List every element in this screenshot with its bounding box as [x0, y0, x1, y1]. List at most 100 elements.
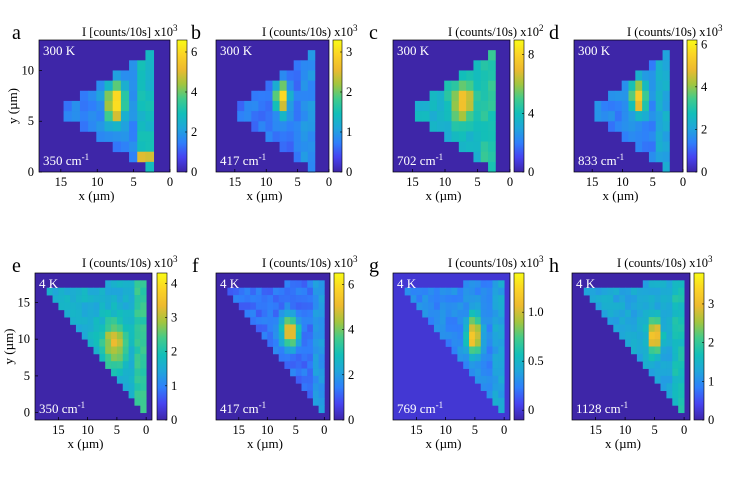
y-tick-label: 15 — [18, 295, 31, 309]
heatmap-cell — [404, 287, 411, 296]
heatmap-cell — [99, 287, 106, 296]
heatmap-cell — [312, 295, 319, 303]
heatmap-cell — [608, 90, 616, 102]
y-axis-label: y (µm) — [5, 88, 20, 124]
heatmap-cell — [140, 397, 147, 406]
heatmap-cell — [286, 141, 295, 153]
heatmap-cell — [480, 383, 487, 391]
heatmap-cell — [678, 405, 685, 414]
colorbar-tick-label: 2 — [348, 368, 354, 382]
heatmap-cell — [250, 287, 257, 296]
heatmap-cell — [654, 353, 661, 362]
heatmap-cell — [129, 141, 138, 153]
heatmap-cell — [290, 339, 297, 347]
heatmap-cell — [660, 324, 667, 333]
heatmap-cell — [613, 309, 620, 318]
heatmap-cell — [307, 111, 316, 122]
wavenumber-label: 769 cm-1 — [397, 400, 443, 416]
heatmap-cell — [64, 287, 71, 296]
heatmap-cell — [642, 100, 650, 112]
colorbar-title: I (counts/10s) x103 — [448, 254, 544, 270]
heatmap-cell — [120, 131, 130, 142]
heatmap-cell — [116, 317, 124, 325]
heatmap-cell — [96, 121, 105, 132]
heatmap-cell — [116, 353, 124, 362]
heatmap-cell — [96, 80, 105, 92]
heatmap-cell — [312, 353, 319, 362]
heatmap-cell — [433, 295, 441, 303]
heatmap-cell — [99, 346, 106, 355]
x-tick-label: 5 — [293, 423, 299, 437]
heatmap-cell — [70, 317, 77, 325]
heatmap-cell — [429, 100, 438, 112]
heatmap-cell — [111, 295, 118, 303]
heatmap-cell — [662, 111, 670, 122]
heatmap-cell — [469, 339, 476, 347]
x-axis-label: x (µm) — [78, 188, 114, 203]
heatmap-cell — [601, 309, 608, 318]
heatmap-cell — [492, 339, 499, 347]
heatmap-cell — [250, 302, 257, 311]
heatmap-cell — [486, 317, 493, 325]
colorbar-tick-label: 2 — [191, 125, 197, 139]
heatmap-cell — [140, 353, 147, 362]
heatmap-cell — [672, 383, 679, 391]
heatmap-cell — [128, 361, 135, 369]
heatmap-cell — [655, 80, 663, 92]
heatmap-cell — [286, 111, 295, 122]
x-tick-label: 5 — [114, 423, 120, 437]
heatmap-cell — [619, 309, 626, 318]
heatmap-cell — [608, 100, 616, 112]
heatmap-cell — [498, 287, 505, 296]
x-tick-label: 10 — [439, 175, 452, 189]
heatmap-cell — [286, 90, 295, 102]
heatmap-cell — [286, 70, 295, 82]
heatmap-cell — [255, 309, 262, 318]
heatmap-cell — [227, 287, 234, 296]
heatmap-cell — [301, 361, 308, 369]
heatmap-cell — [318, 287, 325, 296]
heatmap-cell — [463, 361, 470, 369]
heatmap-cell — [87, 339, 94, 347]
heatmap-cell — [128, 280, 135, 289]
heatmap-cell — [301, 375, 308, 384]
heatmap-cell — [104, 111, 114, 122]
heatmap-cell — [672, 353, 679, 362]
heatmap-cell — [284, 309, 291, 318]
heatmap-cell — [134, 331, 141, 340]
heatmap-cell — [295, 353, 302, 362]
heatmap-cell — [134, 368, 141, 377]
heatmap-cell — [286, 121, 295, 132]
heatmap-cell — [290, 295, 297, 303]
heatmap-cell — [273, 302, 280, 311]
colorbar-tick-label: 8 — [528, 48, 534, 62]
heatmap-cell — [301, 302, 308, 311]
heatmap-cell — [474, 324, 482, 333]
heatmap-cell — [312, 331, 319, 340]
heatmap-cell — [473, 141, 482, 153]
heatmap-cell — [480, 280, 487, 289]
heatmap-cell — [473, 131, 482, 142]
heatmap-cell — [498, 331, 505, 340]
heatmap-cell — [488, 131, 496, 142]
heatmap-cell — [284, 331, 291, 340]
heatmap-cell — [244, 295, 251, 303]
heatmap-cell — [463, 280, 470, 289]
heatmap-cell — [70, 309, 77, 318]
heatmap-cell — [258, 121, 266, 132]
heatmap-cell — [648, 309, 655, 318]
heatmap-cell — [318, 375, 325, 384]
heatmap-cell — [93, 287, 100, 296]
colorbar-tick-label: 3 — [708, 297, 714, 311]
heatmap-cell — [642, 111, 650, 122]
heatmap-cell — [422, 295, 429, 303]
heatmap-cell — [105, 353, 112, 362]
heatmap-cell — [300, 90, 309, 102]
heatmap-cell — [654, 331, 661, 340]
colorbar-title: I (counts/10s) x103 — [82, 254, 178, 270]
heatmap-cell — [451, 339, 458, 347]
heatmap-cell — [463, 324, 470, 333]
x-tick-label: 15 — [55, 175, 68, 189]
heatmap-cell — [466, 131, 474, 142]
